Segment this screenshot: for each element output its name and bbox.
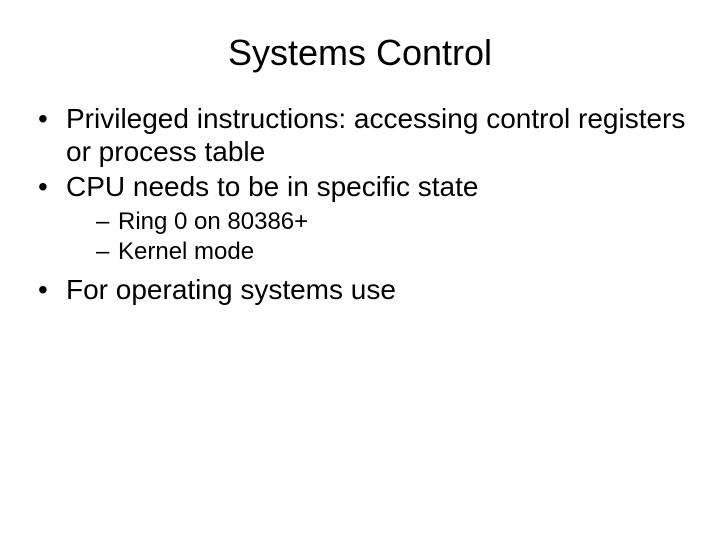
bullet-text: Kernel mode	[118, 238, 254, 265]
slide: Systems Control Privileged instructions:…	[0, 0, 720, 540]
list-item: Ring 0 on 80386+	[96, 207, 690, 237]
bullet-text: CPU needs to be in specific state	[66, 171, 478, 202]
sub-bullet-list: Ring 0 on 80386+ Kernel mode	[66, 207, 690, 267]
slide-title: Systems Control	[30, 32, 690, 74]
bullet-text: For operating systems use	[66, 274, 396, 305]
bullet-list: Privileged instructions: accessing contr…	[30, 102, 690, 306]
bullet-text: Ring 0 on 80386+	[118, 208, 308, 235]
list-item: Privileged instructions: accessing contr…	[38, 102, 690, 168]
bullet-text: Privileged instructions: accessing contr…	[66, 103, 685, 167]
list-item: CPU needs to be in specific state Ring 0…	[38, 170, 690, 267]
list-item: For operating systems use	[38, 273, 690, 306]
list-item: Kernel mode	[96, 237, 690, 267]
